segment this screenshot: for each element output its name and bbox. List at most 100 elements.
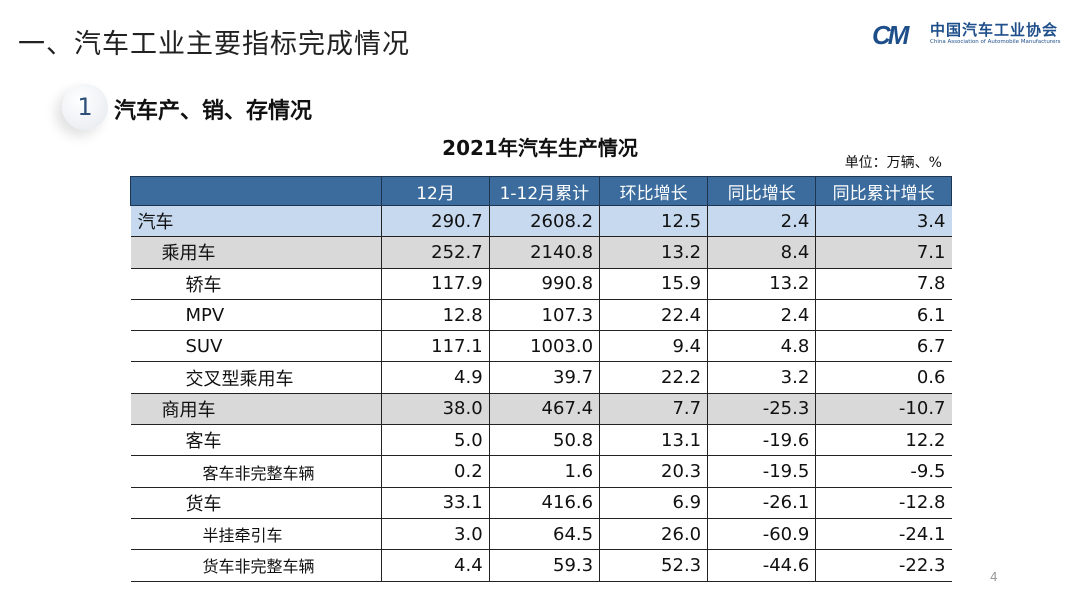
table-row: 半挂牵引车 3.0 64.5 26.0 -60.9 -24.1 [130, 518, 952, 551]
logo-mark-icon: CM [872, 20, 909, 50]
row-label: 客车 [130, 424, 382, 457]
column-header: 同比累计增长 [815, 176, 952, 206]
cell-value: 4.8 [707, 330, 816, 363]
row-label: 乘用车 [130, 236, 382, 269]
cell-value: 5.0 [381, 424, 490, 457]
cell-value: -60.9 [707, 518, 816, 551]
cell-value: -24.1 [815, 518, 952, 551]
section-label: 汽车产、销、存情况 [114, 99, 313, 124]
cell-value: -44.6 [707, 549, 816, 582]
column-header: 1-12月累计 [488, 176, 601, 206]
cell-value: 7.8 [815, 268, 952, 300]
cell-value: 467.4 [488, 393, 600, 426]
row-label: 客车非完整车辆 [130, 455, 382, 488]
cell-value: 13.1 [599, 424, 708, 457]
cell-value: 12.2 [815, 424, 952, 457]
cell-value: 6.7 [815, 330, 952, 363]
cell-value: -10.7 [815, 393, 952, 426]
cell-value: 8.4 [707, 236, 816, 269]
table-row: 客车 5.0 50.8 13.1 -19.6 12.2 [130, 424, 952, 457]
cell-value: 59.3 [488, 549, 600, 582]
production-table: 12月 1-12月累计 环比增长 同比增长 同比累计增长 汽车 290.7 2608… [129, 176, 952, 582]
cell-value: 4.4 [381, 549, 490, 582]
cell-value: 1.6 [488, 455, 600, 488]
table-row: 汽车 290.7 2608.2 12.5 2.4 3.4 [130, 205, 952, 238]
cell-value: 20.3 [599, 455, 708, 488]
cell-value: 107.3 [488, 299, 600, 332]
cell-value: 6.9 [599, 487, 708, 519]
table-row: 轿车 117.9 990.8 15.9 13.2 7.8 [130, 268, 952, 300]
column-header [129, 176, 383, 206]
caam-logo: CM 中国汽车工业协会 China Association of Automob… [872, 18, 1062, 52]
row-label: 货车非完整车辆 [130, 549, 382, 582]
table-row: 乘用车 252.7 2140.8 13.2 8.4 7.1 [130, 236, 952, 269]
cell-value: 64.5 [488, 518, 600, 551]
cell-value: 2608.2 [488, 205, 600, 238]
cell-value: 7.7 [599, 393, 708, 426]
row-label: 半挂牵引车 [130, 518, 382, 551]
cell-value: 9.4 [599, 330, 708, 363]
logo-name-en: China Association of Automobile Manufact… [930, 39, 1061, 45]
cell-value: 3.4 [815, 205, 952, 238]
row-label: 交叉型乘用车 [130, 361, 382, 394]
row-label: 轿车 [130, 268, 382, 300]
cell-value: -19.5 [707, 455, 816, 488]
cell-value: 3.2 [707, 361, 816, 394]
column-header: 环比增长 [599, 176, 709, 206]
cell-value: 2140.8 [488, 236, 600, 269]
cell-value: 22.2 [599, 361, 708, 394]
cell-value: 13.2 [599, 236, 708, 269]
cell-value: 13.2 [707, 268, 816, 300]
cell-value: 2.4 [707, 299, 816, 332]
table-unit: 单位：万辆、% [844, 155, 942, 171]
cell-value: 15.9 [599, 268, 708, 300]
table-row: 客车非完整车辆 0.2 1.6 20.3 -19.5 -9.5 [130, 455, 952, 488]
cell-value: 990.8 [488, 268, 600, 300]
page-title: 一、汽车工业主要指标完成情况 [18, 29, 410, 60]
table-title: 2021年汽车生产情况 [442, 136, 638, 160]
cell-value: 252.7 [381, 236, 490, 269]
cell-value: 12.8 [381, 299, 490, 332]
column-header: 12月 [381, 176, 490, 206]
table-row: SUV 117.1 1003.0 9.4 4.8 6.7 [130, 330, 952, 363]
cell-value: 33.1 [381, 487, 490, 519]
cell-value: 50.8 [488, 424, 600, 457]
cell-value: 26.0 [599, 518, 708, 551]
cell-value: 7.1 [815, 236, 952, 269]
table-row: MPV 12.8 107.3 22.4 2.4 6.1 [130, 299, 952, 332]
cell-value: -26.1 [707, 487, 816, 519]
cell-value: 52.3 [599, 549, 708, 582]
page-number: 4 [990, 570, 998, 584]
cell-value: 1003.0 [488, 330, 600, 363]
table-row: 商用车 38.0 467.4 7.7 -25.3 -10.7 [130, 393, 952, 426]
row-label: 汽车 [130, 205, 382, 238]
table-row: 货车非完整车辆 4.4 59.3 52.3 -44.6 -22.3 [130, 549, 952, 582]
cell-value: 2.4 [707, 205, 816, 238]
cell-value: 117.9 [381, 268, 490, 300]
cell-value: 38.0 [381, 393, 490, 426]
cell-value: 6.1 [815, 299, 952, 332]
table-header-row: 12月 1-12月累计 环比增长 同比增长 同比累计增长 [129, 176, 952, 206]
cell-value: -12.8 [815, 487, 952, 519]
logo-name-cn: 中国汽车工业协会 [930, 21, 1059, 39]
cell-value: -25.3 [707, 393, 816, 426]
row-label: MPV [130, 299, 382, 332]
cell-value: 22.4 [599, 299, 708, 332]
column-header: 同比增长 [707, 176, 817, 206]
cell-value: 0.2 [381, 455, 490, 488]
table-row: 货车 33.1 416.6 6.9 -26.1 -12.8 [130, 487, 952, 519]
row-label: SUV [130, 330, 382, 363]
cell-value: 117.1 [381, 330, 490, 363]
cell-value: 4.9 [381, 361, 490, 394]
cell-value: 39.7 [488, 361, 600, 394]
table-row: 交叉型乘用车 4.9 39.7 22.2 3.2 0.6 [130, 361, 952, 394]
cell-value: 0.6 [815, 361, 952, 394]
section-number-badge: 1 [62, 84, 108, 130]
cell-value: -19.6 [707, 424, 816, 457]
cell-value: -22.3 [815, 549, 952, 582]
cell-value: -9.5 [815, 455, 952, 488]
cell-value: 3.0 [381, 518, 490, 551]
cell-value: 12.5 [599, 205, 708, 238]
row-label: 货车 [130, 487, 382, 519]
cell-value: 416.6 [488, 487, 600, 519]
